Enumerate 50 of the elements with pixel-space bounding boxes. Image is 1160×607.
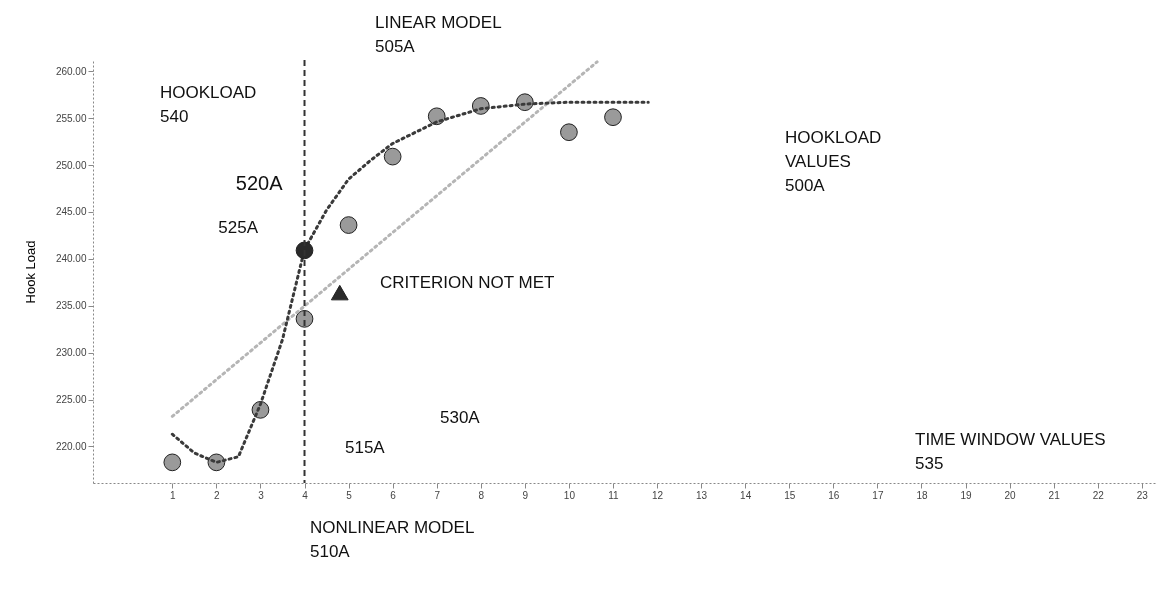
point (163, 453, 182, 472)
annotation: CRITERION NOT MET (380, 273, 555, 292)
annotation: HOOKLOAD 540 (160, 83, 257, 126)
x-tick-label: 17 (872, 489, 884, 501)
x-tick-label: 22 (1092, 489, 1105, 501)
annotation: 530A (440, 408, 481, 427)
x-tick-label: 7 (434, 489, 441, 501)
y-tick-label: 220.00 (55, 440, 87, 452)
x-tick-label: 16 (828, 489, 840, 501)
point (295, 241, 314, 260)
x-tick-label: 20 (1004, 489, 1017, 501)
y-tick-label: 230.00 (55, 347, 87, 359)
annotation: 515A (345, 438, 386, 457)
y-tick-label: 255.00 (55, 112, 87, 124)
x-tick-label: 10 (563, 489, 576, 501)
x-tick-label: 18 (916, 489, 928, 501)
x-tick-label: 8 (478, 489, 485, 501)
y-tick-label: 235.00 (55, 300, 87, 312)
x-tick-label: 15 (784, 489, 796, 501)
x-tick-label: 23 (1136, 489, 1149, 501)
ref-line-label: 520A (235, 172, 284, 194)
x-tick-label: 2 (214, 489, 221, 501)
annotation: TIME WINDOW VALUES 535 (915, 430, 1106, 473)
y-tick-label: 250.00 (55, 159, 87, 171)
text: LINEAR MODEL 505A (375, 13, 502, 56)
point (330, 284, 349, 301)
annotation: HOOKLOAD VALUES 500A (785, 128, 882, 195)
x-tick-label: 13 (696, 489, 708, 501)
x-tick-label: 21 (1048, 489, 1061, 501)
x-tick-label: 14 (740, 489, 752, 501)
y-tick-label: 260.00 (55, 65, 87, 77)
x-tick-label: 19 (960, 489, 973, 501)
x-tick-label: 11 (608, 489, 620, 501)
point (383, 147, 402, 166)
annotation: 525A (218, 218, 259, 237)
y-tick-label: 240.00 (55, 253, 87, 265)
point (604, 108, 622, 127)
x-tick-label: 6 (390, 489, 397, 501)
x-tick-label: 4 (302, 489, 309, 501)
x-tick-label: 12 (651, 489, 664, 501)
x-tick-label: 5 (346, 489, 353, 501)
point (339, 216, 358, 234)
x-tick-label: 3 (258, 489, 265, 501)
y-axis-title: Hook Load (22, 240, 38, 304)
x-tick-label: 9 (522, 489, 529, 501)
point (560, 123, 578, 142)
y-tick-label: 245.00 (55, 206, 87, 218)
y-tick-label: 225.00 (55, 394, 87, 406)
text: NONLINEAR MODEL 510A (310, 518, 475, 561)
x-tick-label: 1 (170, 489, 177, 501)
